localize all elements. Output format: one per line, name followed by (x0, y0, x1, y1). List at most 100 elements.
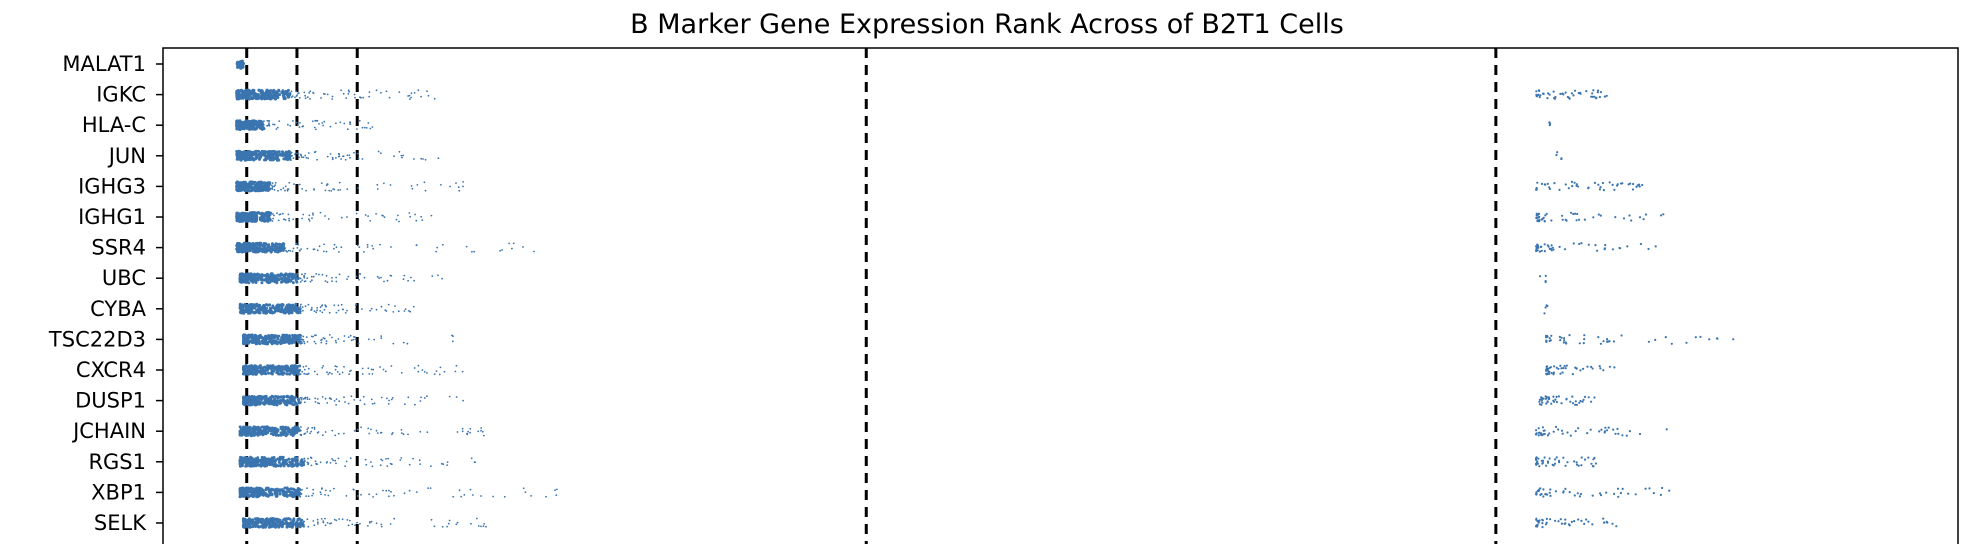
data-point (1549, 518, 1552, 521)
data-point (338, 251, 340, 253)
data-point (376, 275, 379, 278)
data-point (308, 92, 311, 94)
data-point (367, 122, 370, 124)
data-point (1592, 465, 1595, 468)
data-point (399, 459, 402, 461)
data-point (1534, 458, 1538, 461)
data-point (302, 365, 305, 368)
data-point (283, 486, 287, 490)
data-point (243, 273, 247, 276)
data-point (334, 368, 337, 371)
data-point (437, 157, 440, 160)
data-point (294, 96, 296, 99)
data-point (372, 496, 374, 498)
data-point (1554, 398, 1557, 401)
data-point (271, 182, 274, 185)
data-point (472, 494, 474, 496)
data-point (319, 491, 322, 494)
data-point (303, 340, 305, 343)
data-point (1543, 432, 1546, 436)
data-point (337, 338, 340, 340)
data-point (257, 276, 260, 280)
data-point (257, 249, 260, 253)
data-point (1611, 522, 1614, 525)
data-point (288, 372, 292, 376)
data-point (1535, 493, 1538, 496)
data-point (323, 250, 325, 253)
data-point (242, 494, 246, 498)
data-point (1543, 456, 1546, 459)
data-point (408, 94, 411, 97)
data-point (263, 126, 265, 129)
data-point (454, 370, 457, 373)
data-point (398, 220, 400, 223)
data-point (1558, 461, 1561, 464)
data-point (326, 371, 328, 374)
data-point (294, 368, 298, 371)
data-point (254, 426, 258, 430)
data-point (308, 398, 311, 400)
data-point (1538, 398, 1541, 401)
data-point (235, 124, 239, 128)
data-point (236, 244, 240, 248)
data-point (372, 368, 375, 371)
data-point (306, 398, 309, 401)
data-point (1566, 461, 1569, 464)
data-point (1545, 367, 1548, 370)
data-point (276, 126, 279, 129)
data-point (431, 275, 434, 277)
data-point (257, 149, 260, 153)
data-point (242, 95, 246, 99)
data-point (448, 395, 451, 398)
data-point (1638, 185, 1641, 188)
data-point (357, 157, 360, 160)
data-point (1630, 219, 1633, 222)
data-point (299, 492, 302, 495)
data-point (1580, 456, 1583, 459)
data-point (471, 250, 473, 253)
data-point (297, 400, 301, 404)
data-point (248, 427, 252, 431)
data-point (323, 308, 326, 311)
data-point (258, 123, 262, 127)
data-point (346, 519, 349, 521)
data-point (554, 489, 556, 492)
data-point (1553, 182, 1556, 185)
data-point (266, 217, 269, 221)
data-point (268, 524, 272, 528)
data-point (255, 396, 259, 400)
data-point (1586, 365, 1589, 368)
data-point (349, 123, 352, 126)
data-point (1535, 491, 1538, 494)
data-point (253, 278, 257, 282)
data-point (281, 150, 284, 154)
data-point (380, 337, 383, 339)
data-point (1595, 96, 1598, 99)
data-point (1535, 525, 1538, 528)
data-point (1552, 373, 1555, 376)
data-point (310, 275, 313, 278)
data-point (288, 517, 292, 521)
data-point (314, 334, 316, 337)
data-point (334, 459, 337, 462)
data-point (300, 397, 303, 399)
data-point (1546, 335, 1549, 338)
data-point (1570, 520, 1573, 524)
data-point (239, 181, 243, 185)
data-point (1599, 367, 1602, 370)
data-point (393, 517, 396, 520)
data-point (362, 395, 365, 398)
data-point (322, 520, 325, 522)
data-point (1606, 340, 1609, 343)
data-point (1535, 245, 1538, 248)
data-point (1552, 248, 1555, 251)
data-point (276, 308, 280, 311)
data-point (263, 120, 265, 123)
data-point (238, 433, 242, 437)
data-point (381, 459, 384, 462)
data-point (1561, 432, 1564, 435)
data-point (265, 272, 269, 276)
data-point (275, 334, 279, 338)
data-point (338, 273, 341, 276)
data-point (243, 333, 247, 337)
